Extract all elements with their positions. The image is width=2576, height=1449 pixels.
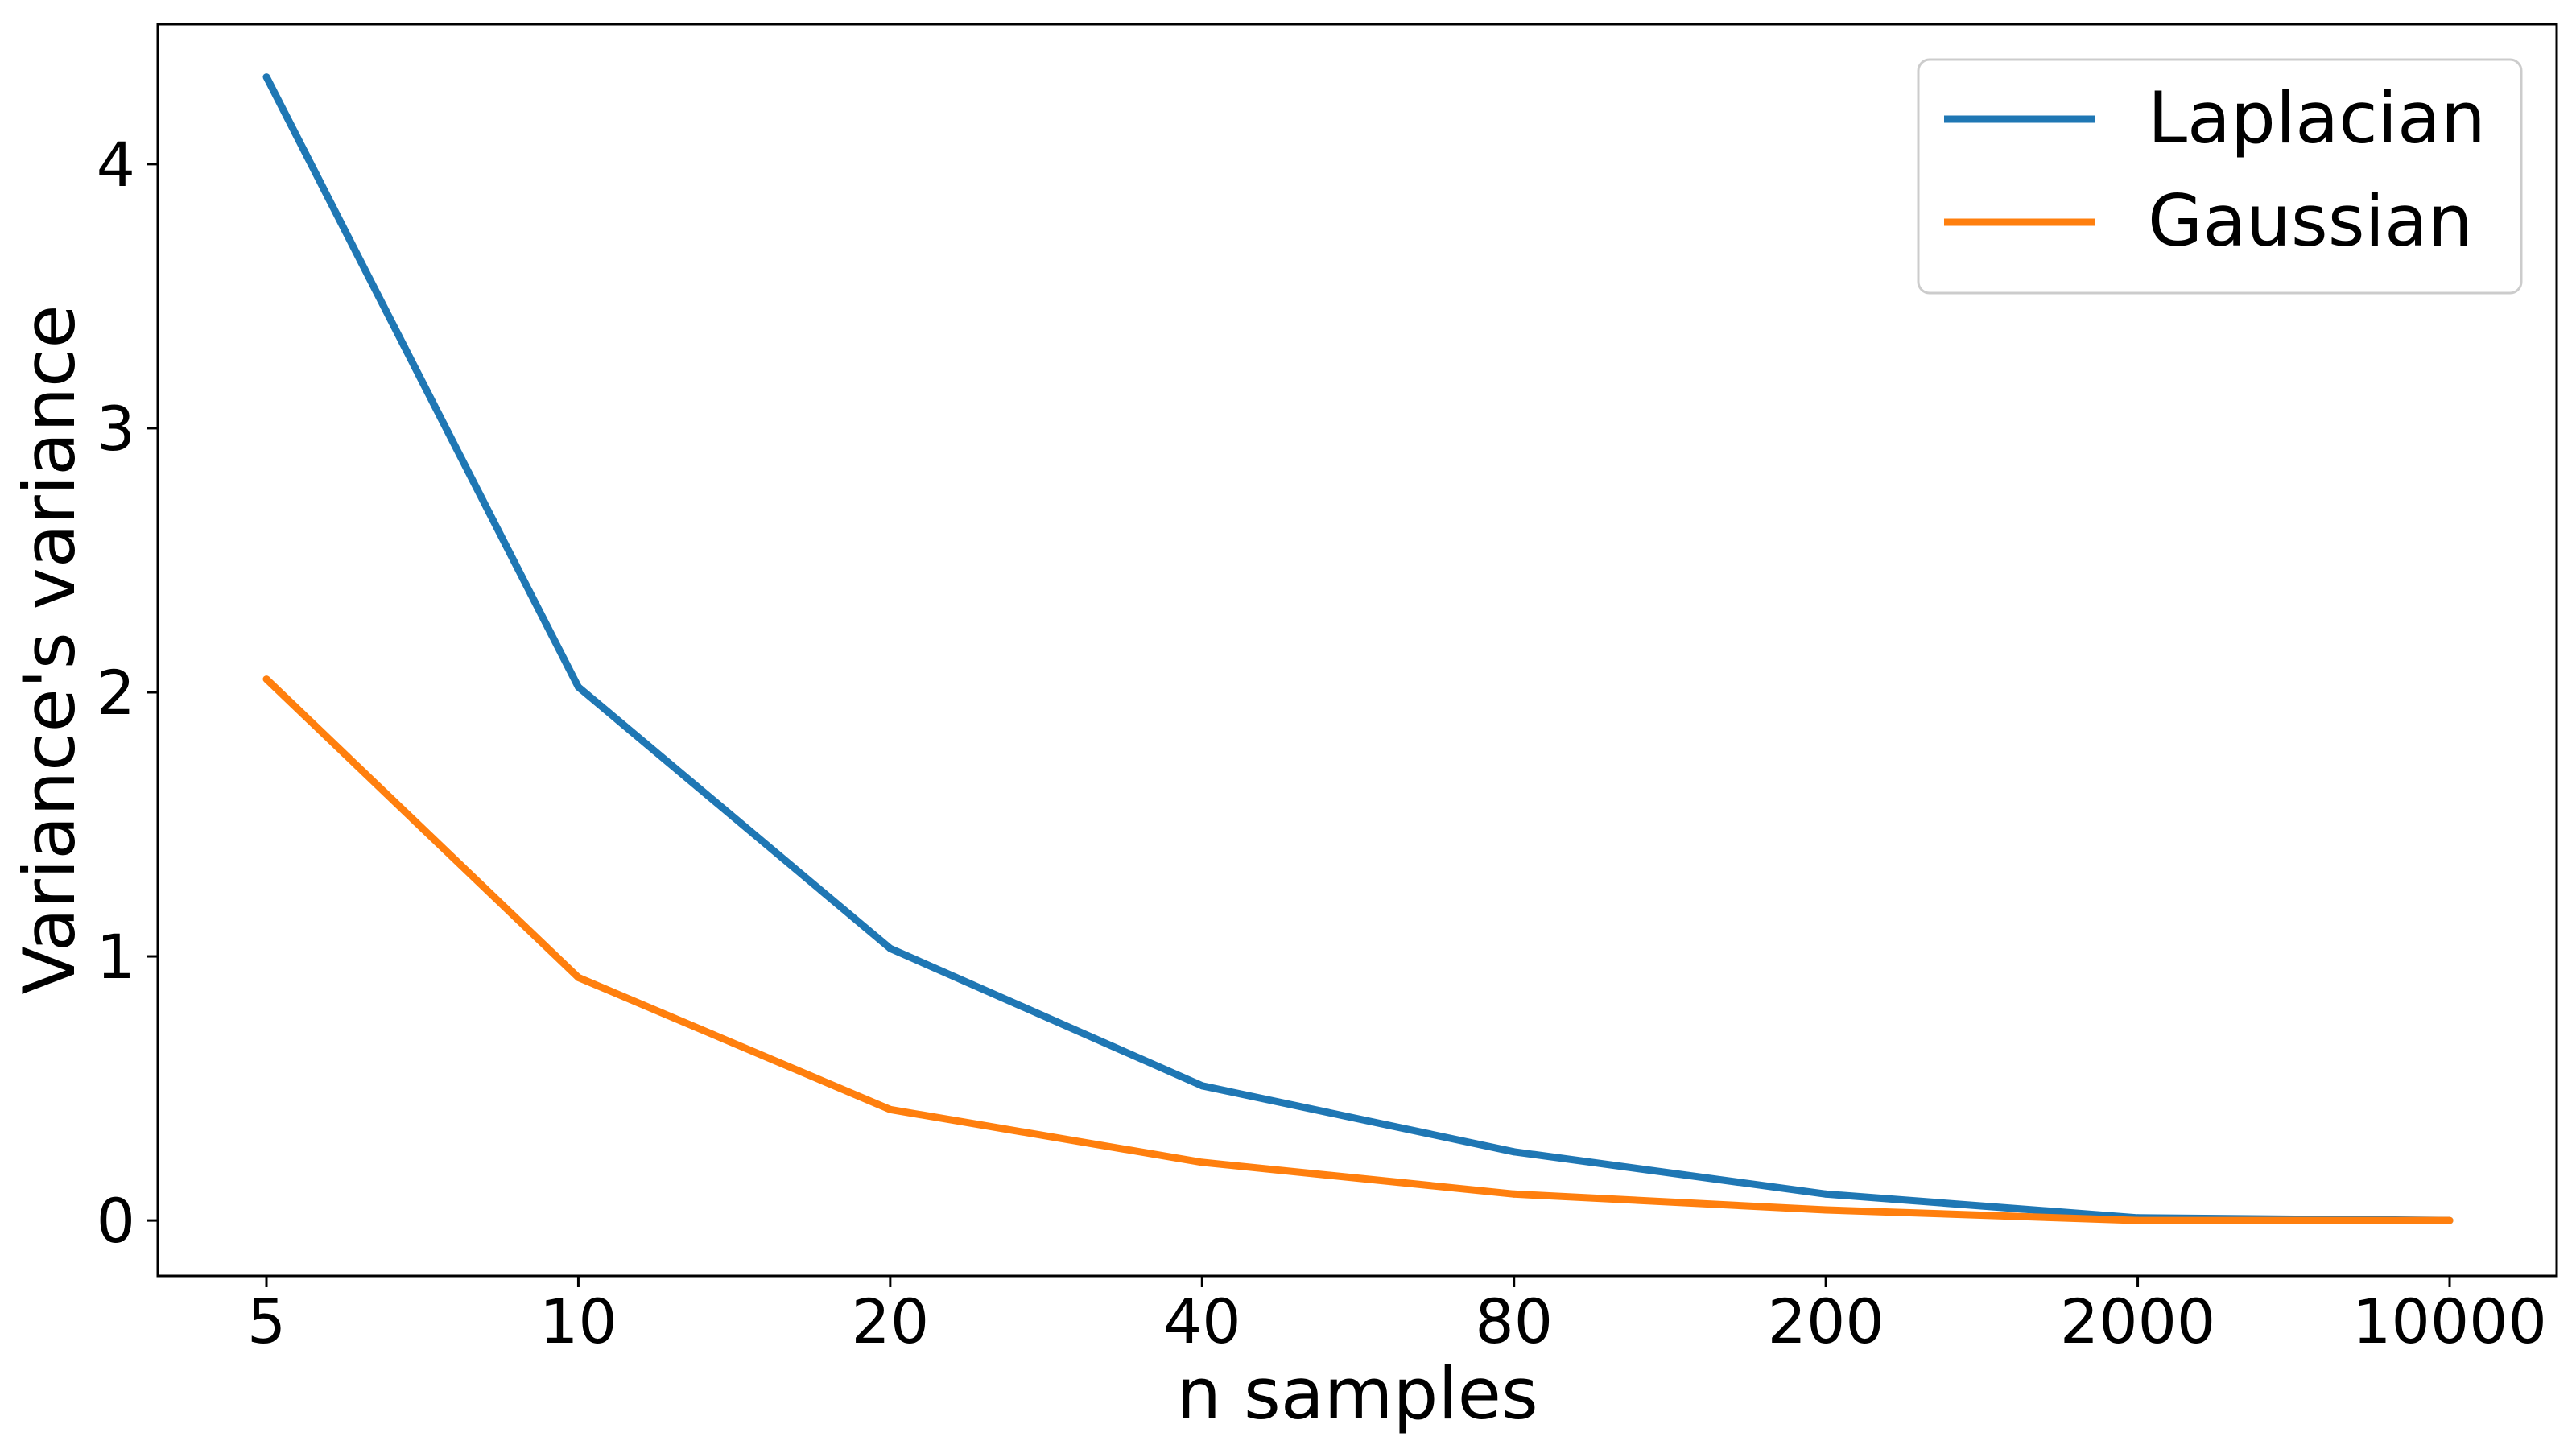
plot-frame <box>156 23 2558 1278</box>
x-tick-label: 5 <box>247 1286 286 1357</box>
y-tick-label: 0 <box>97 1185 135 1257</box>
y-tick-label: 2 <box>97 657 135 729</box>
data-point-laplacian-200 <box>1822 1190 1830 1198</box>
y-axis-ticks: 0 1 2 3 4 <box>97 129 158 1257</box>
x-tick-label: 10 <box>539 1286 617 1357</box>
y-axis-title: Variance's variance <box>8 304 91 994</box>
x-tick-label: 200 <box>1768 1286 1885 1357</box>
series-line-laplacian <box>262 75 2450 1224</box>
data-point-gaussian-80 <box>1510 1190 1518 1198</box>
data-point-laplacian-5 <box>262 73 270 81</box>
x-tick-label: 40 <box>1163 1286 1241 1357</box>
x-tick-label: 2000 <box>2060 1286 2215 1357</box>
x-axis-ticks: 5 10 20 40 80 200 2000 10000 <box>247 1276 2547 1357</box>
y-tick-label: 4 <box>97 129 135 200</box>
data-point-gaussian-10000 <box>2446 1216 2454 1224</box>
data-point-laplacian-40 <box>1198 1082 1206 1090</box>
data-point-gaussian-10 <box>574 973 582 981</box>
x-tick-label: 80 <box>1475 1286 1553 1357</box>
data-point-gaussian-5 <box>262 675 270 683</box>
x-axis-title: n samples <box>1176 1352 1538 1435</box>
x-tick-label: 10000 <box>2352 1286 2547 1357</box>
legend-label-gaussian: Gaussian <box>2148 180 2473 262</box>
legend-label-laplacian: Laplacian <box>2148 76 2486 159</box>
y-tick-label: 3 <box>97 393 135 464</box>
y-tick-label: 1 <box>97 921 135 993</box>
data-point-laplacian-10 <box>574 683 582 691</box>
data-point-laplacian-20 <box>886 944 894 952</box>
data-point-gaussian-200 <box>1822 1206 1830 1214</box>
data-point-gaussian-2000 <box>2134 1216 2142 1224</box>
data-point-laplacian-80 <box>1510 1148 1518 1156</box>
series-layer <box>262 73 2454 1224</box>
series-line-gaussian <box>263 676 2450 1224</box>
x-tick-label: 20 <box>851 1286 929 1357</box>
legend: Laplacian Gaussian <box>1917 58 2523 295</box>
data-point-gaussian-40 <box>1198 1158 1206 1166</box>
data-point-gaussian-20 <box>886 1105 894 1113</box>
